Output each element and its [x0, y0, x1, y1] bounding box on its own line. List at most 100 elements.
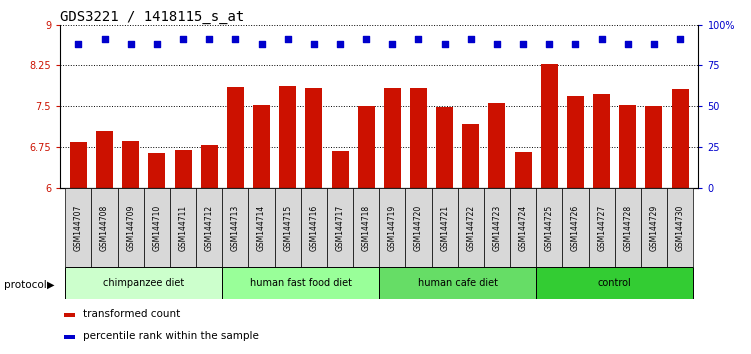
Bar: [384, 88, 401, 188]
Bar: [196, 188, 222, 267]
Text: GDS3221 / 1418115_s_at: GDS3221 / 1418115_s_at: [60, 10, 244, 24]
Bar: [379, 267, 536, 299]
Point: [334, 41, 346, 47]
Text: GSM144723: GSM144723: [493, 204, 502, 251]
Bar: [222, 188, 249, 267]
Text: GSM144728: GSM144728: [623, 204, 632, 251]
Text: GSM144730: GSM144730: [676, 204, 685, 251]
Text: GSM144716: GSM144716: [309, 204, 318, 251]
Text: GSM144711: GSM144711: [179, 204, 188, 251]
Bar: [463, 124, 479, 188]
Text: GSM144726: GSM144726: [571, 204, 580, 251]
Point: [648, 41, 660, 47]
Bar: [436, 107, 453, 188]
Bar: [671, 89, 689, 188]
Text: GSM144720: GSM144720: [414, 204, 423, 251]
Bar: [64, 313, 75, 317]
Bar: [201, 145, 218, 188]
Bar: [174, 150, 192, 188]
Text: GSM144724: GSM144724: [519, 204, 528, 251]
Point: [204, 36, 216, 42]
Bar: [70, 142, 87, 188]
Bar: [593, 94, 610, 188]
Bar: [253, 104, 270, 188]
Bar: [562, 188, 589, 267]
Bar: [567, 96, 584, 188]
Text: control: control: [598, 278, 632, 288]
Bar: [327, 188, 353, 267]
Point: [72, 41, 84, 47]
Bar: [222, 267, 379, 299]
Bar: [379, 188, 406, 267]
Bar: [149, 153, 165, 188]
Bar: [143, 188, 170, 267]
Text: GSM144715: GSM144715: [283, 204, 292, 251]
Text: chimpanzee diet: chimpanzee diet: [103, 278, 185, 288]
Bar: [406, 188, 432, 267]
Text: GSM144714: GSM144714: [257, 204, 266, 251]
Bar: [536, 267, 693, 299]
Bar: [514, 152, 532, 188]
Point: [98, 36, 110, 42]
Text: GSM144721: GSM144721: [440, 204, 449, 251]
Bar: [118, 188, 143, 267]
Bar: [667, 188, 693, 267]
Point: [439, 41, 451, 47]
Point: [491, 41, 503, 47]
Text: GSM144719: GSM144719: [388, 204, 397, 251]
Bar: [331, 151, 348, 188]
Bar: [96, 131, 113, 188]
Point: [255, 41, 267, 47]
Text: GSM144710: GSM144710: [152, 204, 161, 251]
Bar: [589, 188, 615, 267]
Point: [151, 41, 163, 47]
Text: GSM144717: GSM144717: [336, 204, 345, 251]
Text: GSM144729: GSM144729: [650, 204, 659, 251]
Point: [177, 36, 189, 42]
Bar: [615, 188, 641, 267]
Text: GSM144722: GSM144722: [466, 204, 475, 251]
Point: [308, 41, 320, 47]
Point: [674, 36, 686, 42]
Bar: [353, 188, 379, 267]
Text: GSM144718: GSM144718: [362, 204, 371, 251]
Text: GSM144708: GSM144708: [100, 204, 109, 251]
Text: transformed count: transformed count: [83, 309, 179, 319]
Bar: [65, 188, 92, 267]
Bar: [122, 142, 139, 188]
Bar: [488, 103, 505, 188]
Bar: [645, 106, 662, 188]
Text: GSM144712: GSM144712: [205, 204, 214, 251]
Bar: [275, 188, 300, 267]
Point: [465, 36, 477, 42]
Point: [543, 41, 555, 47]
Bar: [306, 88, 322, 188]
Text: GSM144725: GSM144725: [544, 204, 553, 251]
Text: GSM144727: GSM144727: [597, 204, 606, 251]
Point: [360, 36, 372, 42]
Text: GSM144707: GSM144707: [74, 204, 83, 251]
Bar: [510, 188, 536, 267]
Text: percentile rank within the sample: percentile rank within the sample: [83, 331, 258, 341]
Point: [125, 41, 137, 47]
Text: protocol: protocol: [4, 280, 47, 290]
Bar: [64, 335, 75, 339]
Bar: [65, 267, 222, 299]
Bar: [300, 188, 327, 267]
Bar: [170, 188, 196, 267]
Point: [412, 36, 424, 42]
Point: [596, 36, 608, 42]
Text: ▶: ▶: [47, 280, 55, 290]
Bar: [536, 188, 562, 267]
Point: [622, 41, 634, 47]
Point: [569, 41, 581, 47]
Bar: [541, 64, 558, 188]
Bar: [227, 87, 244, 188]
Bar: [484, 188, 510, 267]
Bar: [620, 105, 636, 188]
Text: GSM144709: GSM144709: [126, 204, 135, 251]
Bar: [279, 86, 296, 188]
Bar: [458, 188, 484, 267]
Bar: [357, 106, 375, 188]
Bar: [641, 188, 667, 267]
